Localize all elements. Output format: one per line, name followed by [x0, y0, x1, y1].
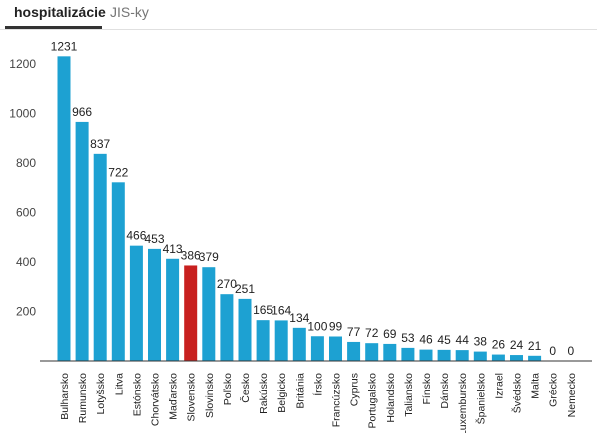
x-tick-label: Nemecko [566, 373, 578, 418]
x-tick-label: Slovensko [186, 373, 198, 422]
tab-hospitalizacie[interactable]: hospitalizácie [14, 4, 106, 20]
y-tick-label: 600 [16, 206, 36, 220]
bar-21 [437, 349, 451, 361]
bar-26 [528, 355, 542, 361]
x-tick-label: Litva [113, 373, 125, 395]
bar-0 [57, 56, 71, 361]
bar-4 [129, 245, 143, 361]
value-label: 44 [456, 333, 470, 347]
value-label: 134 [289, 311, 309, 325]
x-tick-label: Fínsko [421, 373, 433, 405]
value-label: 26 [492, 338, 506, 352]
tab-jis-ky[interactable]: JIS-ky [110, 4, 149, 20]
value-label: 38 [474, 335, 488, 349]
bar-10 [238, 298, 252, 361]
value-label: 77 [347, 325, 361, 339]
bar-15 [329, 336, 342, 361]
tab-bar: hospitalizácie JIS-ky [0, 0, 597, 30]
value-label: 270 [217, 277, 237, 291]
bar-17 [365, 343, 379, 361]
tab-divider [0, 29, 597, 30]
x-tick-label: Rakúsko [258, 373, 270, 414]
y-tick-label: 1000 [9, 107, 36, 121]
y-tick-label: 200 [16, 305, 36, 319]
bar-3 [111, 182, 125, 361]
bar-1 [75, 121, 89, 361]
value-label: 413 [163, 242, 183, 256]
x-tick-label: Luxembursko [457, 373, 469, 433]
active-tab-indicator [5, 26, 102, 29]
x-tick-label: Lotyšsko [95, 373, 107, 415]
x-tick-label: Holandsko [385, 373, 397, 423]
bar-14 [310, 336, 324, 361]
x-tick-label: Bulharsko [59, 373, 71, 420]
value-label: 165 [253, 303, 273, 317]
y-tick-label: 800 [16, 156, 36, 170]
bar-9 [220, 294, 234, 361]
bar-20 [419, 349, 433, 361]
value-label: 251 [235, 282, 255, 296]
value-label: 46 [419, 333, 433, 347]
x-tick-label: Španielsko [474, 373, 487, 425]
x-tick-label: Cyprus [349, 373, 361, 406]
value-label: 164 [271, 303, 291, 317]
value-label: 72 [365, 326, 379, 340]
x-tick-label: Maďarsko [168, 373, 180, 420]
value-label: 0 [549, 344, 556, 358]
bar-6 [166, 258, 180, 361]
value-label: 466 [126, 229, 146, 243]
x-tick-label: Belgicko [276, 373, 288, 413]
bar-7 [184, 265, 198, 361]
x-tick-label: Taliansko [403, 373, 415, 417]
bar-13 [292, 327, 306, 361]
value-label: 24 [510, 338, 524, 352]
x-tick-label: Írsko [311, 373, 324, 396]
x-tick-label: Dánsko [439, 373, 451, 409]
x-tick-label: Chorvátsko [150, 373, 162, 426]
bar-23 [473, 351, 487, 361]
value-label: 722 [108, 165, 128, 179]
value-label: 1231 [51, 39, 78, 53]
x-tick-label: Grécko [548, 373, 560, 407]
x-tick-label: Rumunsko [77, 373, 89, 423]
value-label: 379 [199, 250, 219, 264]
bar-2 [93, 153, 107, 361]
value-label: 99 [329, 319, 343, 333]
value-label: 100 [307, 319, 327, 333]
bar-12 [274, 320, 288, 361]
value-label: 837 [90, 137, 110, 151]
bar-24 [491, 354, 505, 361]
x-tick-label: Malta [530, 373, 542, 399]
value-label: 386 [181, 248, 201, 262]
value-label: 0 [567, 344, 574, 358]
bar-19 [401, 347, 415, 361]
y-tick-label: 1200 [9, 57, 36, 71]
x-tick-label: Francúzsko [331, 373, 343, 427]
value-label: 453 [144, 232, 164, 246]
x-tick-label: Estónsko [131, 373, 143, 416]
value-label: 966 [72, 105, 92, 119]
x-tick-label: Izrael [493, 373, 505, 399]
bar-5 [148, 248, 161, 361]
bar-8 [202, 267, 216, 361]
value-label: 69 [383, 327, 397, 341]
x-tick-label: Švédsko [511, 373, 524, 413]
value-label: 45 [437, 333, 451, 347]
bar-11 [256, 320, 270, 361]
x-tick-label: Slovinsko [204, 373, 216, 418]
bar-22 [455, 350, 469, 361]
x-tick-label: Poľsko [222, 373, 234, 405]
x-tick-label: Británia [294, 373, 306, 409]
value-label: 21 [528, 339, 542, 353]
y-tick-label: 400 [16, 255, 36, 269]
x-tick-label: Česko [239, 373, 252, 403]
bar-25 [510, 355, 523, 361]
bar-16 [347, 341, 361, 361]
value-label: 53 [401, 331, 415, 345]
bar-18 [383, 343, 397, 361]
x-tick-label: Portugalsko [367, 373, 379, 429]
